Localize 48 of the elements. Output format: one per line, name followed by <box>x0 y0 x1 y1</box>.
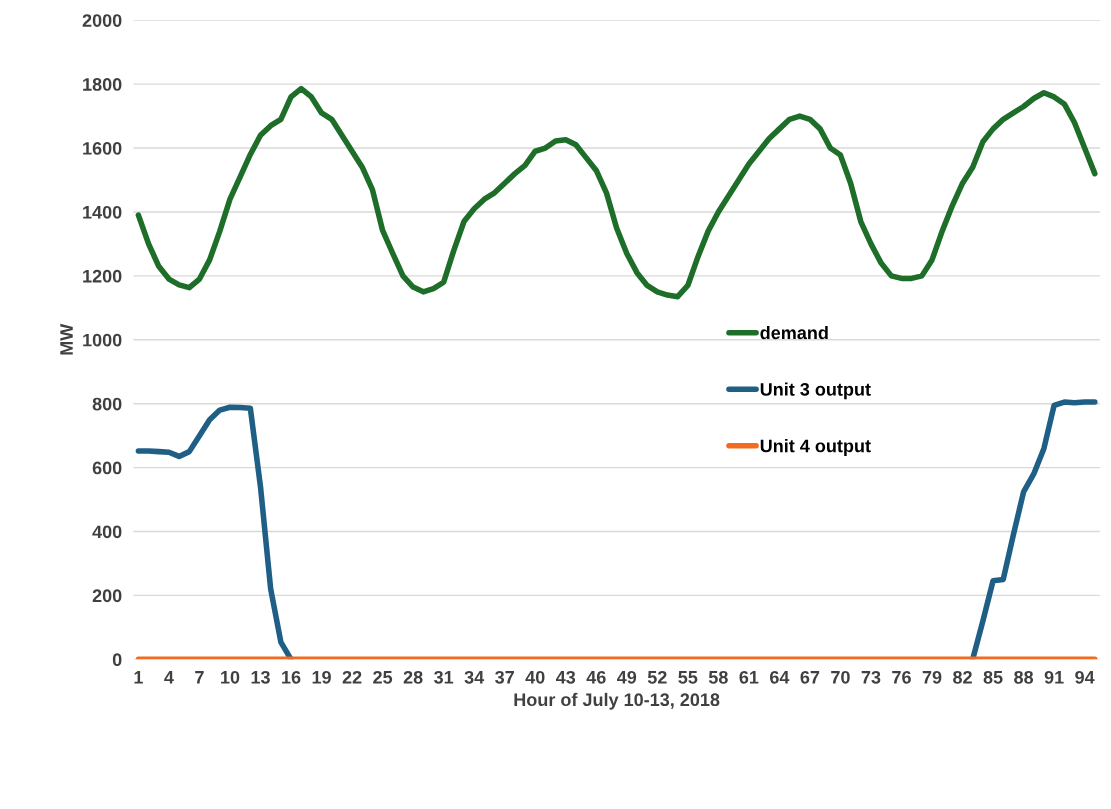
x-tick-label: 61 <box>739 670 759 684</box>
x-tick-label: 10 <box>221 670 240 684</box>
y-tick-label: 600 <box>92 461 122 475</box>
x-tick-label: 1 <box>134 671 143 684</box>
x-tick-label: 16 <box>282 670 301 684</box>
y-tick-label: 400 <box>92 525 122 539</box>
x-tick-label: 22 <box>342 670 362 684</box>
x-tick-label: 85 <box>983 670 1003 684</box>
x-tick-label: 34 <box>464 670 485 684</box>
x-tick-label: 76 <box>892 670 911 684</box>
x-tick-label: 70 <box>831 670 850 684</box>
legend-label: demand <box>760 325 828 340</box>
x-tick-label: 46 <box>586 670 606 684</box>
x-tick-label: 37 <box>495 670 514 684</box>
y-tick-label: 800 <box>92 397 122 411</box>
x-tick-label: 40 <box>525 670 545 684</box>
x-tick-label: 91 <box>1044 670 1064 684</box>
y-tick-label: 1400 <box>83 205 122 219</box>
y-axis-title: MW <box>60 323 73 355</box>
x-tick-label: 49 <box>617 670 637 684</box>
y-tick-label: 0 <box>112 653 122 667</box>
legend-label: Unit 4 output <box>760 439 871 456</box>
x-tick-label: 88 <box>1014 670 1034 684</box>
x-tick-label: 82 <box>953 670 972 684</box>
x-tick-label: 25 <box>373 670 393 684</box>
x-tick-label: 19 <box>312 670 331 684</box>
y-tick-label: 1800 <box>83 78 122 91</box>
y-tick-label: 200 <box>92 589 122 603</box>
x-tick-label: 94 <box>1075 670 1095 684</box>
x-tick-label: 58 <box>708 670 728 684</box>
x-tick-label: 79 <box>922 670 942 684</box>
x-axis-title: Hour of July 10-13, 2018 <box>514 692 720 710</box>
y-tick-label: 1000 <box>83 333 122 347</box>
x-tick-label: 13 <box>251 670 270 684</box>
x-tick-label: 73 <box>861 670 881 684</box>
y-tick-label: 1600 <box>83 141 122 155</box>
x-tick-label: 52 <box>647 670 667 684</box>
x-tick-label: 64 <box>770 670 790 684</box>
x-tick-label: 7 <box>195 671 204 684</box>
y-tick-label: 1200 <box>83 269 122 283</box>
x-tick-label: 43 <box>555 670 576 684</box>
x-tick-label: 4 <box>164 671 174 684</box>
y-tick-label: 2000 <box>82 14 122 27</box>
x-tick-label: 31 <box>434 670 454 684</box>
x-tick-label: 55 <box>678 671 698 684</box>
x-tick-label: 28 <box>403 670 423 684</box>
x-tick-label: 67 <box>800 670 820 684</box>
legend-label: Unit 3 output <box>760 382 871 400</box>
